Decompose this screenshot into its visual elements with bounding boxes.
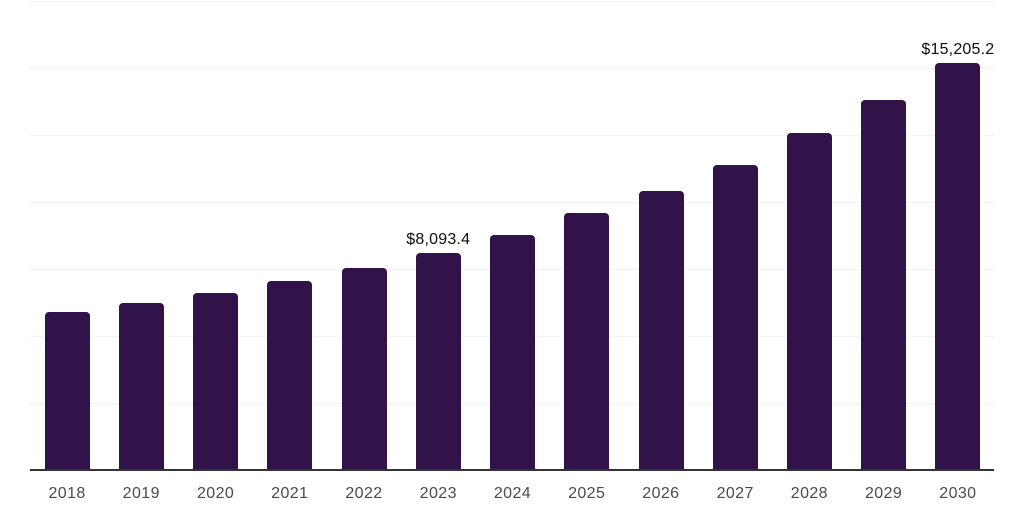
bar-2018 [44,312,90,470]
bar-2022 [341,268,387,470]
x-tick-label-2023: 2023 [419,485,457,502]
x-axis-line [30,469,994,471]
x-tick-label-2021: 2021 [271,485,309,502]
x-tick-label-2026: 2026 [642,485,680,502]
gridline [30,202,995,203]
x-tick-label-2029: 2029 [864,485,903,502]
gridline [30,135,995,136]
bar-2020 [193,293,239,470]
bar-2029 [861,100,907,470]
bar-2027 [712,165,758,470]
bar-2030 [935,62,981,470]
x-tick-label-2024: 2024 [493,485,532,502]
x-tick-label-2025: 2025 [568,485,606,502]
data-label-2023: $8,093.4 [406,231,471,249]
bar-2021 [267,281,313,470]
bar-2026 [638,191,684,470]
x-tick-label-2027: 2027 [716,485,754,502]
x-tick-label-2019: 2019 [122,485,160,502]
bar-2025 [564,213,610,470]
bar-2019 [118,303,164,470]
x-tick-label-2022: 2022 [345,485,383,502]
x-tick-label-2030: 2030 [939,485,977,502]
bar-2023 [415,253,461,470]
bar-2028 [786,133,832,470]
x-tick-label-2020: 2020 [196,485,235,502]
plot-area: $8,093.4 $15,205.2 [30,1,995,470]
gridline [30,68,995,69]
x-tick-label-2018: 2018 [48,485,86,502]
x-tick-label-2028: 2028 [790,485,828,502]
bar-2024 [490,235,535,470]
data-label-2030: $15,205.2 [921,40,995,58]
x-axis-labels: 2018 2019 2020 2021 2022 2023 2024 2025 2026 2027… [30,484,995,506]
gridline [30,1,995,2]
